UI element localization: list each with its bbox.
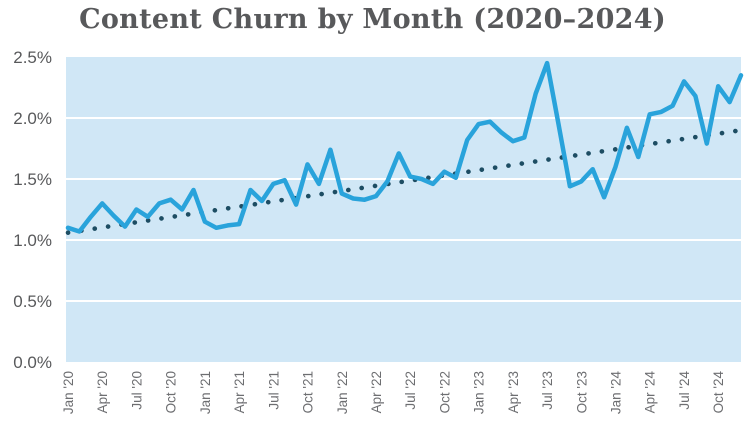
page-title: Content Churn by Month (2020–2024) — [79, 4, 666, 35]
x-tick-label: Apr '22 — [369, 371, 384, 413]
y-tick-label: 2.5% — [13, 48, 52, 67]
x-tick-label: Oct '21 — [301, 371, 316, 413]
y-tick-label: 1.5% — [13, 170, 52, 189]
x-tick-label: Jan '22 — [335, 371, 350, 414]
y-tick-label: 1.0% — [13, 231, 52, 250]
x-tick-label: Jan '20 — [61, 371, 76, 414]
x-tick-label: Jan '21 — [198, 371, 213, 414]
x-tick-label: Apr '20 — [95, 371, 110, 413]
x-tick-label: Jul '21 — [266, 371, 281, 410]
x-tick-label: Jul '22 — [403, 371, 418, 410]
x-tick-label: Jul '20 — [129, 371, 144, 410]
y-tick-label: 0.0% — [13, 353, 52, 372]
x-tick-label: Jul '23 — [540, 371, 555, 410]
x-axis-labels: Jan '20 Apr '20 Jul '20 Oct '20 Jan '21 Apr '… — [61, 371, 726, 415]
x-tick-label: Jan '23 — [472, 371, 487, 414]
x-tick-label: Jul '24 — [677, 371, 692, 410]
x-tick-label: Apr '24 — [643, 371, 658, 414]
y-tick-label: 0.5% — [13, 292, 52, 311]
y-axis-labels: 0.0% 0.5% 1.0% 1.5% 2.0% 2.5% — [13, 48, 52, 372]
trend-line — [65, 127, 744, 235]
churn-series-line — [65, 60, 744, 234]
x-tick-label: Apr '21 — [232, 371, 247, 413]
x-tick-label: Oct '22 — [437, 371, 452, 413]
x-tick-label: Apr '23 — [506, 371, 521, 413]
gridlines — [66, 117, 741, 302]
plot-background — [66, 57, 741, 362]
x-tick-label: Jan '24 — [609, 371, 624, 415]
x-tick-label: Oct '20 — [164, 371, 179, 413]
y-tick-label: 2.0% — [13, 109, 52, 128]
x-tick-label: Oct '23 — [574, 371, 589, 413]
x-tick-label: Oct '24 — [711, 371, 726, 414]
